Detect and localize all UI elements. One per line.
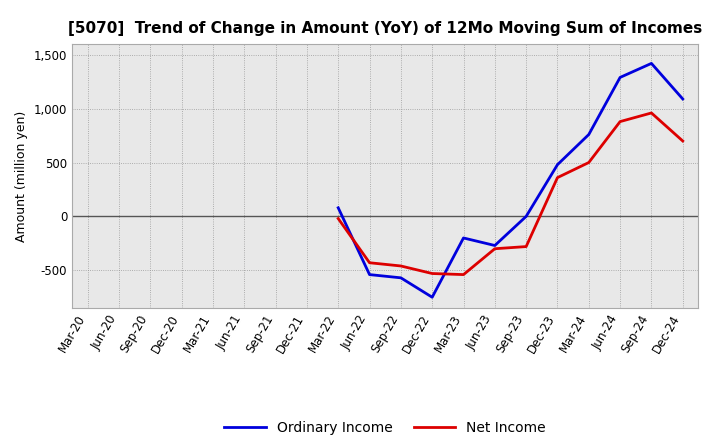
Net Income (585, 160, 593, 165)
Ordinary Income (522, 214, 531, 219)
Line: Net Income: Net Income (338, 113, 683, 275)
Net Income (616, 119, 624, 124)
Ordinary Income (490, 243, 499, 248)
Ordinary Income (459, 235, 468, 241)
Ordinary Income (397, 275, 405, 280)
Net Income (522, 244, 531, 249)
Legend: Ordinary Income, Net Income: Ordinary Income, Net Income (219, 415, 552, 440)
Net Income (365, 260, 374, 265)
Ordinary Income (365, 272, 374, 277)
Ordinary Income (553, 162, 562, 167)
Net Income (678, 138, 687, 143)
Net Income (397, 263, 405, 268)
Ordinary Income (428, 295, 436, 300)
Line: Ordinary Income: Ordinary Income (338, 63, 683, 297)
Net Income (553, 175, 562, 180)
Ordinary Income (678, 96, 687, 102)
Net Income (647, 110, 656, 116)
Ordinary Income (334, 205, 343, 210)
Y-axis label: Amount (million yen): Amount (million yen) (15, 110, 28, 242)
Net Income (428, 271, 436, 276)
Ordinary Income (647, 61, 656, 66)
Ordinary Income (585, 132, 593, 137)
Net Income (459, 272, 468, 277)
Title: [5070]  Trend of Change in Amount (YoY) of 12Mo Moving Sum of Incomes: [5070] Trend of Change in Amount (YoY) o… (68, 21, 702, 36)
Net Income (490, 246, 499, 251)
Net Income (334, 216, 343, 221)
Ordinary Income (616, 75, 624, 80)
